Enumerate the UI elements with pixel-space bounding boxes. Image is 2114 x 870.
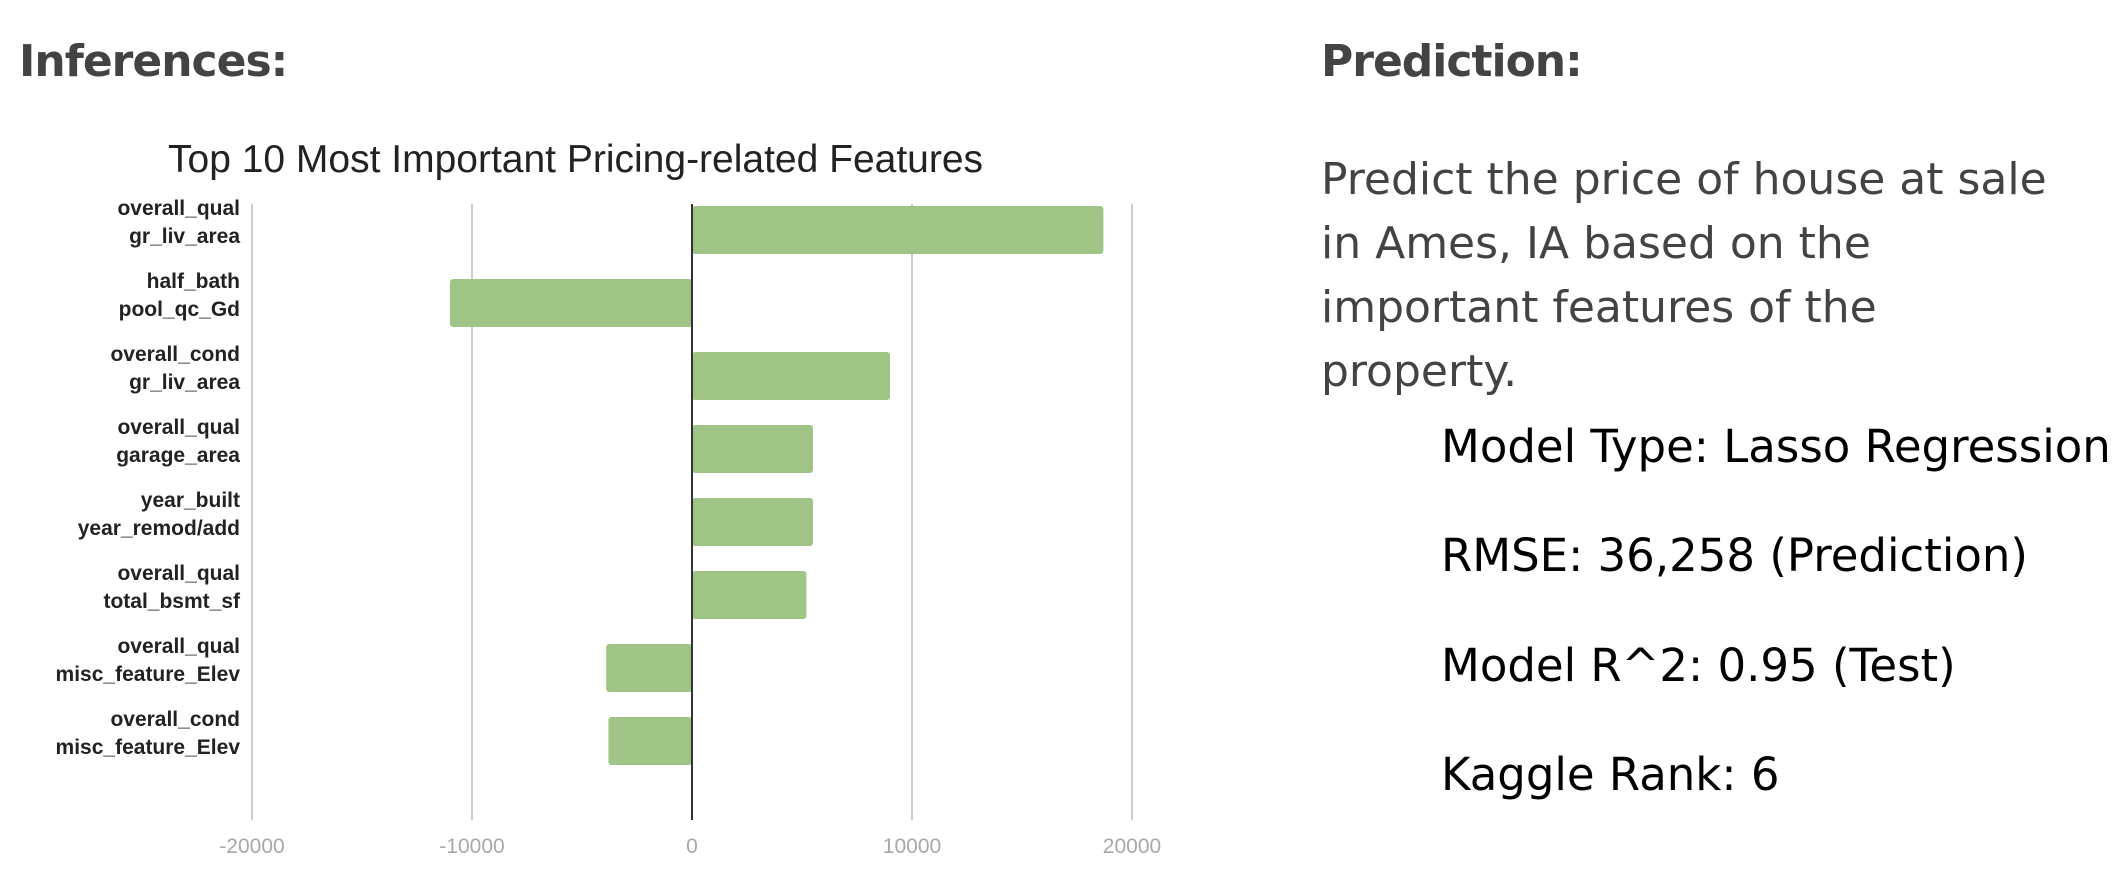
category-label: overall_cond misc_feature_Elev [56, 708, 241, 759]
x-tick-label: 20000 [1103, 835, 1161, 858]
x-tick-label: 10000 [883, 835, 941, 858]
bar [692, 425, 813, 473]
inferences-heading: Inferences: [19, 36, 288, 87]
bar [608, 717, 692, 765]
prediction-heading: Prediction: [1321, 36, 1583, 87]
prediction-description: Predict the price of house at sale in Am… [1321, 154, 2047, 397]
category-label: overall_qual gr_liv_area [117, 197, 240, 248]
category-label: year_built year_remod/add [78, 489, 240, 540]
model-type-stat: Model Type: Lasso Regression [1441, 420, 2111, 473]
bar [692, 571, 807, 619]
category-label: overall_qual garage_area [116, 416, 240, 467]
x-tick-label: -20000 [219, 835, 284, 858]
bar [692, 206, 1104, 254]
bar [692, 352, 890, 400]
kaggle-rank-stat: Kaggle Rank: 6 [1441, 748, 1780, 801]
x-tick-label: -10000 [439, 835, 504, 858]
x-tick-label: 0 [686, 835, 698, 858]
category-label: overall_qual misc_feature_Elev [56, 635, 241, 686]
category-label: overall_qual total_bsmt_sf [103, 562, 241, 613]
bar [450, 279, 692, 327]
feature-importance-chart: Top 10 Most Important Pricing-related Fe… [56, 138, 1162, 858]
bar [692, 498, 813, 546]
category-label: half_bath pool_qc_Gd [119, 270, 240, 321]
category-label: overall_cond gr_liv_area [110, 343, 240, 394]
model-r2-stat: Model R^2: 0.95 (Test) [1441, 639, 1956, 692]
chart-title: Top 10 Most Important Pricing-related Fe… [168, 138, 983, 181]
bar [606, 644, 692, 692]
rmse-stat: RMSE: 36,258 (Prediction) [1441, 529, 2028, 582]
